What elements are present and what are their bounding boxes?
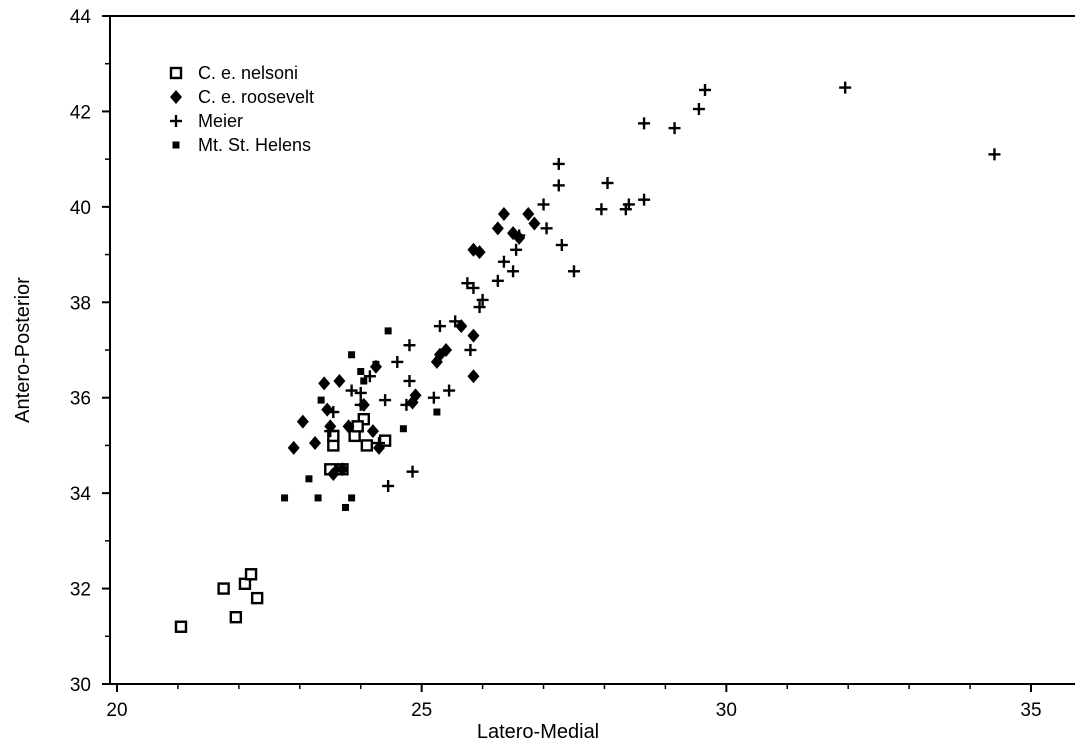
data-point <box>467 329 479 343</box>
data-point <box>246 569 256 579</box>
data-point <box>400 425 407 432</box>
data-point <box>988 148 1000 160</box>
data-point <box>342 504 349 511</box>
data-point <box>367 424 379 438</box>
data-point <box>403 375 415 387</box>
data-point <box>556 239 568 251</box>
data-point <box>391 356 403 368</box>
y-tick-label: 36 <box>70 389 91 410</box>
series-c-e-nelsoni <box>176 414 390 632</box>
legend-label: Mt. St. Helens <box>198 135 311 155</box>
data-point <box>492 221 504 235</box>
legend-marker <box>171 68 181 78</box>
data-point <box>638 194 650 206</box>
y-tick-label: 32 <box>70 580 91 601</box>
data-point <box>219 584 229 594</box>
data-point <box>348 494 355 501</box>
data-point <box>443 385 455 397</box>
legend: C. e. nelsoni C. e. roosevelt Meier Mt. St.… <box>170 63 314 155</box>
plot-frame <box>110 16 1075 684</box>
y-tick-label: 34 <box>70 484 92 505</box>
data-point <box>231 612 241 622</box>
data-point <box>315 494 322 501</box>
data-point <box>492 275 504 287</box>
legend-entry: Meier <box>170 111 243 131</box>
data-point <box>498 207 510 221</box>
data-point <box>362 440 372 450</box>
x-tick-label: 25 <box>411 700 432 721</box>
data-point <box>434 320 446 332</box>
data-point <box>318 376 330 390</box>
x-axis-ticks: 20 25 30 35 <box>106 684 1041 721</box>
legend-label: Meier <box>198 111 243 131</box>
data-points <box>176 82 1000 632</box>
legend-entry: C. e. nelsoni <box>171 63 298 83</box>
x-axis-title: Latero-Medial <box>477 721 599 743</box>
legend-label: C. e. nelsoni <box>198 63 298 83</box>
data-point <box>638 117 650 129</box>
data-point <box>510 244 522 256</box>
data-point <box>407 466 419 478</box>
data-point <box>372 361 379 368</box>
legend-entry: Mt. St. Helens <box>173 135 312 155</box>
data-point <box>403 339 415 351</box>
data-point <box>281 494 288 501</box>
data-point <box>467 369 479 383</box>
data-point <box>252 593 262 603</box>
data-point <box>428 392 440 404</box>
data-point <box>321 403 333 417</box>
data-point <box>541 222 553 234</box>
data-point <box>348 351 355 358</box>
data-point <box>318 397 325 404</box>
data-point <box>507 265 519 277</box>
y-tick-label: 42 <box>70 102 91 123</box>
data-point <box>385 327 392 334</box>
data-point <box>309 436 321 450</box>
data-point <box>553 179 565 191</box>
data-point <box>346 385 358 397</box>
data-point <box>305 475 312 482</box>
data-point <box>699 84 711 96</box>
data-point <box>379 394 391 406</box>
legend-marker <box>173 142 180 149</box>
data-point <box>839 82 851 94</box>
y-tick-label: 38 <box>70 293 91 314</box>
data-point <box>568 265 580 277</box>
x-tick-label: 30 <box>716 700 737 721</box>
data-point <box>355 387 367 399</box>
data-point <box>693 103 705 115</box>
data-point <box>464 344 476 356</box>
data-point <box>538 198 550 210</box>
data-point <box>176 622 186 632</box>
data-point <box>595 203 607 215</box>
y-tick-label: 40 <box>70 198 91 219</box>
data-point <box>288 441 300 455</box>
data-point <box>357 368 364 375</box>
y-axis-title: Antero-Posterior <box>12 277 34 423</box>
data-point <box>360 378 367 385</box>
y-tick-label: 44 <box>70 7 92 28</box>
data-point <box>553 158 565 170</box>
x-tick-label: 20 <box>106 700 127 721</box>
data-point <box>433 409 440 416</box>
y-tick-label: 30 <box>70 675 91 696</box>
x-tick-label: 35 <box>1020 700 1041 721</box>
data-point <box>498 256 510 268</box>
data-point <box>602 177 614 189</box>
series-meier <box>324 82 1000 492</box>
legend-marker <box>170 90 182 104</box>
data-point <box>297 415 309 429</box>
legend-marker <box>170 115 182 127</box>
y-axis-ticks: 30 32 34 36 38 40 42 44 <box>70 7 110 696</box>
legend-entry: C. e. roosevelt <box>170 87 314 107</box>
data-point <box>333 374 345 388</box>
data-point <box>669 122 681 134</box>
data-point <box>382 480 394 492</box>
legend-label: C. e. roosevelt <box>198 87 314 107</box>
